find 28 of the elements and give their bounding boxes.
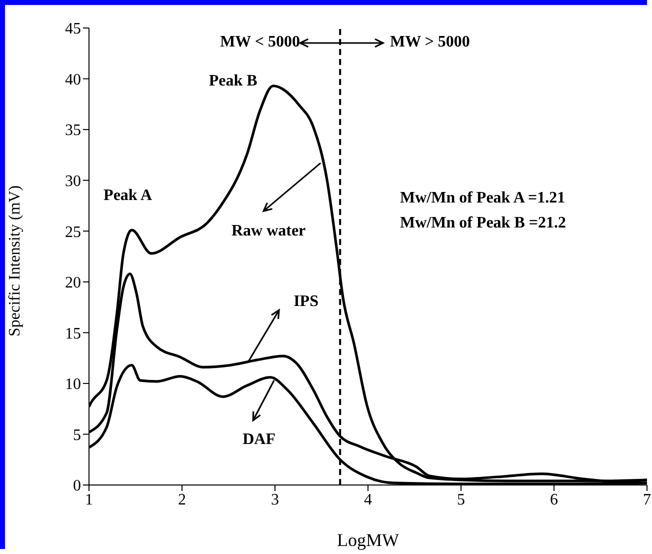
x-tick-label: 4: [364, 491, 372, 508]
annotation: Mw/Mn of Peak B =21.2: [400, 214, 566, 232]
annotation: IPS: [294, 292, 319, 310]
y-tick-label: 35: [65, 122, 81, 140]
annotation: MW > 5000: [390, 34, 470, 51]
x-tick-label: 3: [271, 491, 279, 508]
x-tick-label: 1: [85, 491, 93, 508]
y-tick-label: 15: [65, 325, 81, 342]
y-tick-label: 5: [73, 426, 81, 444]
y-tick-label: 40: [65, 71, 81, 88]
y-tick-label: 20: [65, 274, 81, 292]
y-axis-title: Specific Intensity (mV): [6, 185, 24, 336]
x-tick-label: 2: [178, 491, 186, 508]
x-tick-label: 6: [550, 491, 558, 508]
annotation: Peak B: [208, 72, 258, 90]
y-tick-label: 0: [73, 478, 81, 495]
x-tick-label: 7: [643, 491, 651, 508]
y-tick-label: 10: [65, 376, 81, 394]
annotation: DAF: [242, 431, 276, 448]
annotation: Peak A: [104, 186, 152, 204]
annotation: Raw water: [231, 222, 306, 240]
y-tick-label: 45: [65, 20, 81, 38]
y-tick-label: 30: [65, 173, 81, 190]
x-axis-title: LogMW: [337, 530, 399, 550]
annotation: Mw/Mn of Peak A =1.21: [400, 190, 566, 207]
x-tick-label: 5: [457, 491, 465, 508]
annotation: MW < 5000: [220, 34, 300, 51]
y-tick-label: 25: [65, 224, 81, 241]
